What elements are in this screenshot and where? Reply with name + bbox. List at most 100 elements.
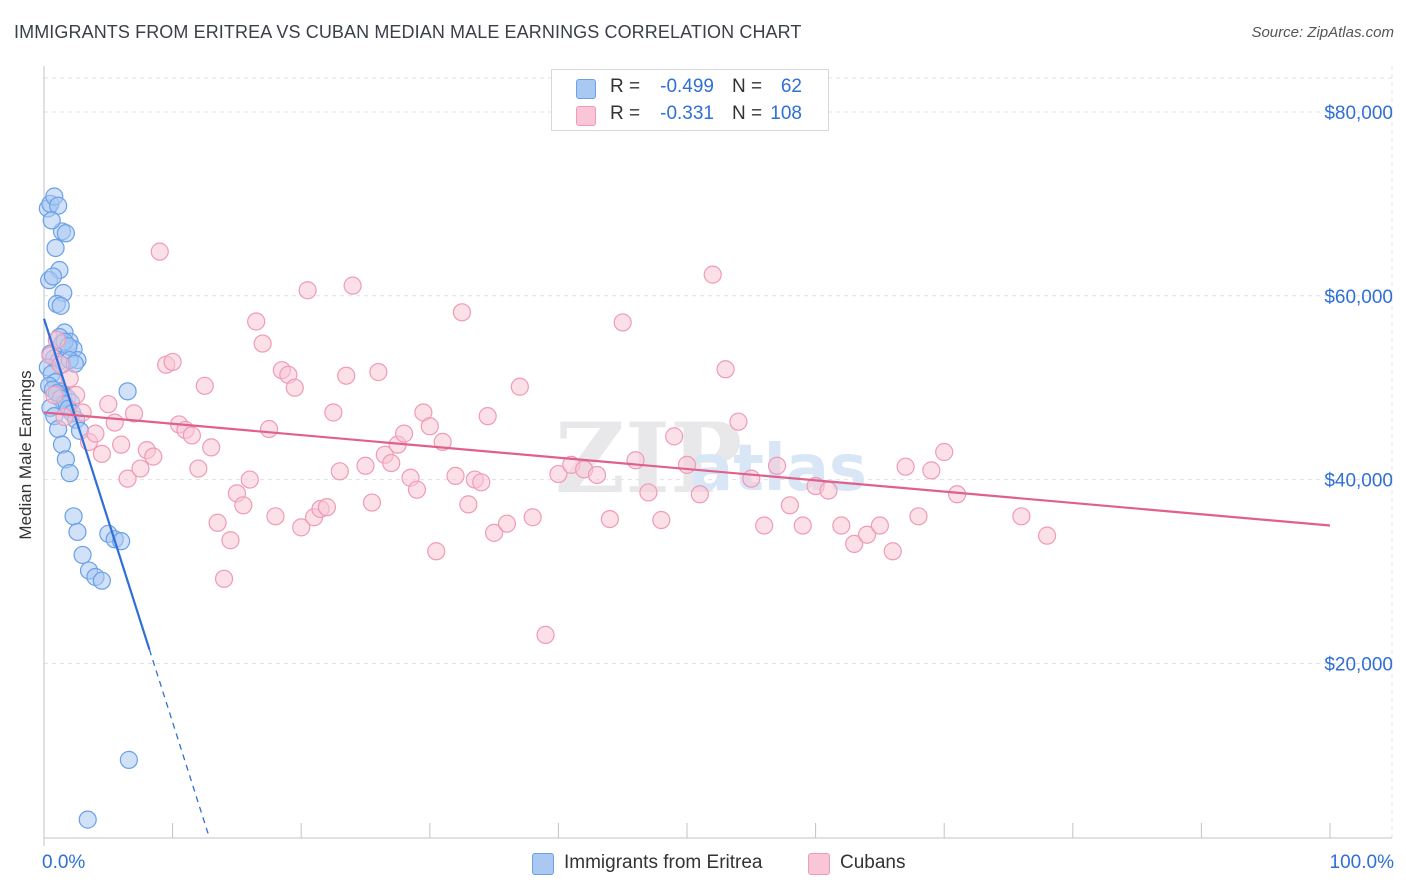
eritrea-trend-extension [148,649,210,836]
y-tick-label: $80,000 [1324,103,1393,124]
legend-n-label: N = [732,76,763,97]
cuban-point [729,412,748,431]
series-eritrea-points [38,187,138,829]
eritrea-point [51,296,70,315]
eritrea-point [78,810,97,829]
cuban-point [45,385,64,405]
cuban-point [369,362,388,382]
eritrea-point [42,211,61,230]
eritrea-point [92,571,111,590]
cuban-point [195,376,214,395]
eritrea-point [56,224,75,243]
cuban-point [189,459,208,478]
cuban-point [1037,526,1057,545]
cuban-point [112,435,131,454]
cuban-point [356,456,375,475]
legend-label-cubans: Cubans [840,852,906,873]
cuban-point [510,377,529,396]
cuban-point [909,507,928,526]
eritrea-point [46,238,65,258]
cuban-point [883,542,902,561]
eritrea-point [43,267,63,286]
eritrea-point [118,382,137,401]
legend-r-value: -0.499 [660,76,714,97]
cuban-point [665,427,684,446]
eritrea-point [68,522,87,542]
legend-swatch-eritrea [576,79,596,99]
cuban-point [626,451,645,470]
cuban-point [382,453,401,473]
cuban-point [780,496,799,515]
cuban-point [240,470,259,489]
watermark: ZIP atlas [555,402,867,515]
cuban-point [337,366,356,385]
cuban-point [55,407,74,427]
cuban-point [549,464,568,484]
eritrea-point [119,750,138,769]
legend-n-value: 62 [780,76,802,97]
cuban-point [767,456,787,475]
cuban-point [427,542,446,561]
cuban-point [832,516,851,535]
cuban-point [144,447,163,466]
cuban-point [935,442,954,462]
cuban-point [755,516,774,535]
cuban-point [587,465,607,485]
series-cubans-points [41,242,1057,644]
cuban-point [407,480,427,499]
cuban-point [446,466,465,485]
cuban-point [819,481,838,500]
legend-r-value: -0.331 [660,103,714,124]
cuban-point [292,518,311,537]
cuban-point [324,403,343,422]
cuban-point [639,483,658,502]
cuban-point [523,508,542,527]
cuban-point [857,525,877,544]
y-tick-label: $20,000 [1324,654,1393,675]
legend-n-label: N = [732,103,763,124]
legend-swatch-cubans [576,106,596,126]
legend-n-value: 108 [770,103,802,124]
y-axis-label: Median Male Earnings [16,370,35,539]
cuban-point [690,485,709,504]
cuban-point [124,404,144,423]
cuban-point [362,493,382,512]
cuban-point [221,531,240,550]
cuban-point [330,462,349,481]
cuban-point [485,523,504,542]
trend-lines [42,318,1331,836]
cuban-point [716,360,735,379]
cuban-point [86,424,105,443]
cuban-point [613,313,632,332]
eritrea-trend-line [42,318,151,650]
cuban-point [202,438,221,457]
x-tick-label-max: 100.0% [1330,852,1395,873]
correlation-legend: R = -0.499 N = 62 R = -0.331 N = 108 [551,69,829,131]
cuban-point [266,507,285,526]
cuban-point [182,426,201,445]
cuban-point [478,407,497,426]
cuban-point [247,312,266,331]
cuban-point [459,495,478,514]
legend-row-cubans: R = -0.331 N = 108 [552,101,828,129]
cuban-point [118,469,137,488]
x-tick-label-min: 0.0% [42,852,85,873]
y-tick-label: $40,000 [1324,471,1393,492]
cuban-point [298,281,317,300]
cuban-point [208,513,227,532]
cuban-point [131,459,150,478]
cuban-point [1012,507,1031,526]
cuban-point [652,510,671,530]
cubans-trend-line [43,411,1331,527]
cuban-point [150,242,169,261]
cuban-point [870,516,890,535]
cuban-point [677,455,697,474]
cuban-point [472,473,491,492]
cuban-point [163,352,182,372]
cuban-point [703,265,722,284]
gridlines [44,66,1393,838]
cuban-point [420,417,439,436]
cuban-point [394,424,414,443]
legend-row-eritrea: R = -0.499 N = 62 [552,74,828,102]
cuban-point [259,419,279,439]
